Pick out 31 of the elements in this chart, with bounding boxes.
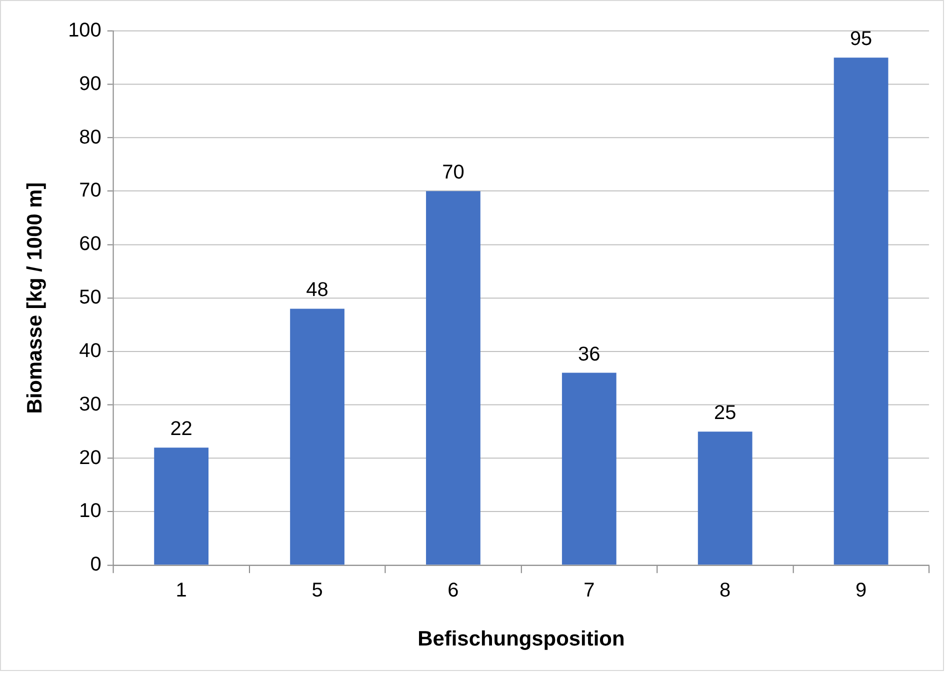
y-axis-title: Biomasse [kg / 1000 m] (23, 182, 46, 414)
y-tick-label: 90 (79, 72, 102, 95)
data-label: 22 (170, 418, 192, 440)
y-tick-label: 100 (68, 19, 102, 42)
y-tick-label: 80 (79, 126, 102, 148)
x-tick-label: 7 (584, 580, 595, 602)
x-tick-label: 6 (448, 580, 459, 602)
x-tick-label: 9 (856, 580, 867, 602)
x-axis-title: Befischungsposition (418, 627, 625, 650)
data-label: 95 (850, 28, 872, 50)
bar (290, 308, 344, 565)
y-tick-label: 10 (79, 500, 102, 522)
data-label: 36 (578, 343, 600, 366)
y-tick-label: 20 (79, 446, 102, 469)
data-label: 48 (306, 279, 328, 302)
bar (698, 432, 752, 565)
data-label: 70 (442, 162, 464, 184)
data-label: 25 (714, 402, 736, 424)
y-tick-label: 30 (79, 393, 102, 416)
bar (154, 448, 208, 565)
y-tick-label: 70 (79, 180, 102, 202)
x-tick-label: 5 (312, 580, 323, 602)
y-tick-label: 40 (79, 340, 102, 362)
bar (834, 58, 888, 565)
y-tick-label: 0 (90, 554, 102, 576)
y-tick-label: 50 (79, 286, 102, 309)
y-tick-label: 60 (79, 233, 102, 256)
bar (562, 372, 616, 565)
bar (426, 191, 480, 565)
x-tick-label: 8 (720, 580, 731, 602)
x-tick-label: 1 (176, 580, 187, 602)
